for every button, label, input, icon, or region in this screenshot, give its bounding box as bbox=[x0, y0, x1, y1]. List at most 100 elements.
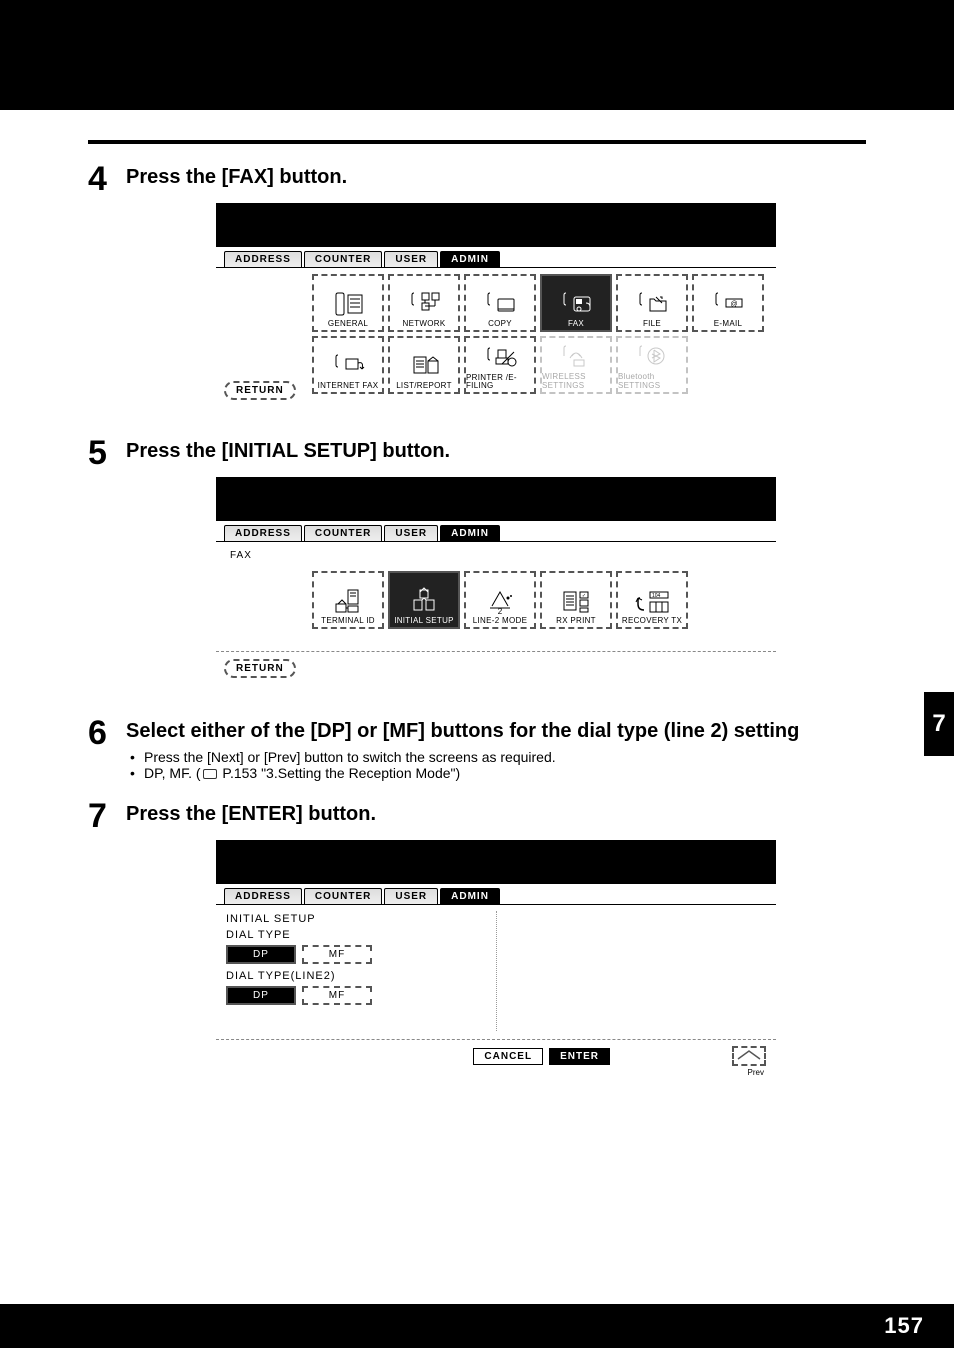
book-icon bbox=[203, 769, 217, 779]
tab-address-3[interactable]: ADDRESS bbox=[224, 888, 302, 904]
section-divider bbox=[88, 140, 866, 144]
return-button-2[interactable]: RETURN bbox=[224, 659, 296, 678]
svg-text:2: 2 bbox=[498, 607, 503, 616]
step-6-number: 6 bbox=[88, 716, 126, 750]
initial-setup-label: INITIAL SETUP bbox=[394, 616, 454, 625]
copy-icon bbox=[480, 289, 520, 319]
line2-mode-icon: 2 bbox=[480, 586, 520, 616]
tab-admin-3[interactable]: ADMIN bbox=[440, 888, 500, 904]
page-footer: 157 bbox=[0, 1304, 954, 1348]
screenshot-admin-menu: ADDRESS COUNTER USER ADMIN GENERAL bbox=[216, 203, 776, 404]
copy-button[interactable]: COPY bbox=[464, 274, 536, 332]
wireless-icon bbox=[556, 342, 596, 372]
bullet-dot: • bbox=[130, 765, 144, 781]
network-label: NETWORK bbox=[403, 319, 446, 328]
printer-efiling-button[interactable]: PRINTER /E-FILING bbox=[464, 336, 536, 394]
fax-icon bbox=[556, 289, 596, 319]
line2-mode-label: LINE-2 MODE bbox=[473, 616, 527, 625]
internet-fax-icon bbox=[328, 351, 368, 381]
network-icon bbox=[404, 289, 444, 319]
rx-print-icon: ✓ bbox=[556, 586, 596, 616]
svg-text:✓: ✓ bbox=[582, 593, 586, 599]
dial-type-dp-button[interactable]: DP bbox=[226, 945, 296, 964]
tab-counter-2[interactable]: COUNTER bbox=[304, 525, 382, 541]
terminal-id-label: TERMINAL ID bbox=[321, 616, 375, 625]
dial-type-line2-mf-button[interactable]: MF bbox=[302, 986, 372, 1005]
initial-setup-header: INITIAL SETUP bbox=[226, 913, 496, 925]
step-5: 5 Press the [INITIAL SETUP] button. ADDR… bbox=[88, 436, 866, 690]
bluetooth-icon bbox=[632, 342, 672, 372]
bluetooth-settings-button[interactable]: Bluetooth SETTINGS bbox=[616, 336, 688, 394]
step-5-title: Press the [INITIAL SETUP] button. bbox=[126, 440, 866, 463]
rx-print-label: RX PRINT bbox=[556, 616, 596, 625]
step-5-number: 5 bbox=[88, 436, 126, 470]
dial-type-line2-dp-button[interactable]: DP bbox=[226, 986, 296, 1005]
terminal-id-button[interactable]: TERMINAL ID bbox=[312, 571, 384, 629]
page-number: 157 bbox=[884, 1313, 924, 1339]
internet-fax-label: INTERNET FAX bbox=[318, 381, 379, 390]
terminal-id-icon bbox=[328, 586, 368, 616]
list-report-button[interactable]: LIST/REPORT bbox=[388, 336, 460, 394]
tab-admin-2[interactable]: ADMIN bbox=[440, 525, 500, 541]
copy-label: COPY bbox=[488, 319, 512, 328]
email-button[interactable]: @ E-MAIL bbox=[692, 274, 764, 332]
tab-address-2[interactable]: ADDRESS bbox=[224, 525, 302, 541]
bullet-dot: • bbox=[130, 749, 144, 765]
screenshot-initial-setup: ADDRESS COUNTER USER ADMIN INITIAL SETUP… bbox=[216, 840, 776, 1081]
initial-setup-button[interactable]: INITIAL SETUP bbox=[388, 571, 460, 629]
file-label: FILE bbox=[643, 319, 661, 328]
fax-breadcrumb: FAX bbox=[230, 550, 770, 561]
prev-label: Prev bbox=[216, 1068, 776, 1081]
cancel-button[interactable]: CANCEL bbox=[473, 1048, 543, 1065]
general-button[interactable]: GENERAL bbox=[312, 274, 384, 332]
file-icon bbox=[632, 289, 672, 319]
step-7-title: Press the [ENTER] button. bbox=[126, 803, 866, 826]
step-4-title: Press the [FAX] button. bbox=[126, 166, 866, 189]
fax-button[interactable]: FAX bbox=[540, 274, 612, 332]
recovery-tx-icon: 104 bbox=[632, 586, 672, 616]
list-report-icon bbox=[404, 351, 444, 381]
recovery-tx-label: RECOVERY TX bbox=[622, 616, 682, 625]
line2-mode-button[interactable]: 2 LINE-2 MODE bbox=[464, 571, 536, 629]
dial-type-mf-button[interactable]: MF bbox=[302, 945, 372, 964]
fax-label: FAX bbox=[568, 319, 584, 328]
prev-page-button[interactable] bbox=[732, 1046, 766, 1066]
step-4: 4 Press the [FAX] button. ADDRESS COUNTE… bbox=[88, 162, 866, 410]
tab-user[interactable]: USER bbox=[384, 251, 438, 267]
dial-type-label: DIAL TYPE bbox=[226, 929, 496, 941]
wireless-settings-button[interactable]: WIRELESS SETTINGS bbox=[540, 336, 612, 394]
wireless-label: WIRELESS SETTINGS bbox=[542, 372, 610, 390]
email-icon: @ bbox=[708, 289, 748, 319]
step-6-bullet-1: Press the [Next] or [Prev] button to swi… bbox=[144, 749, 556, 765]
return-button[interactable]: RETURN bbox=[224, 381, 296, 400]
file-button[interactable]: FILE bbox=[616, 274, 688, 332]
dial-type-line2-label: DIAL TYPE(LINE2) bbox=[226, 970, 496, 982]
screenshot-fax-menu: ADDRESS COUNTER USER ADMIN FAX TERMINAL … bbox=[216, 477, 776, 684]
rx-print-button[interactable]: ✓ RX PRINT bbox=[540, 571, 612, 629]
printer-efiling-label: PRINTER /E-FILING bbox=[466, 374, 534, 390]
general-label: GENERAL bbox=[328, 319, 368, 328]
network-button[interactable]: NETWORK bbox=[388, 274, 460, 332]
general-icon bbox=[328, 289, 368, 319]
tab-user-3[interactable]: USER bbox=[384, 888, 438, 904]
step-6: 6 Select either of the [DP] or [MF] butt… bbox=[88, 716, 866, 781]
enter-button[interactable]: ENTER bbox=[549, 1048, 610, 1065]
email-label: E-MAIL bbox=[714, 319, 742, 328]
tab-counter-3[interactable]: COUNTER bbox=[304, 888, 382, 904]
tab-address[interactable]: ADDRESS bbox=[224, 251, 302, 267]
step-7-number: 7 bbox=[88, 799, 126, 833]
tab-user-2[interactable]: USER bbox=[384, 525, 438, 541]
step-6-bullet-2b: P.153 "3.Setting the Reception Mode") bbox=[219, 765, 461, 781]
tab-admin[interactable]: ADMIN bbox=[440, 251, 500, 267]
chapter-side-tab: 7 bbox=[924, 692, 954, 756]
svg-text:@: @ bbox=[730, 301, 737, 308]
step-7: 7 Press the [ENTER] button. ADDRESS COUN… bbox=[88, 799, 866, 1087]
top-black-band bbox=[0, 0, 954, 110]
list-report-label: LIST/REPORT bbox=[396, 381, 452, 390]
step-6-title: Select either of the [DP] or [MF] button… bbox=[126, 720, 866, 743]
step-6-bullet-2a: DP, MF. ( bbox=[144, 765, 201, 781]
internet-fax-button[interactable]: INTERNET FAX bbox=[312, 336, 384, 394]
step-4-number: 4 bbox=[88, 162, 126, 196]
tab-counter[interactable]: COUNTER bbox=[304, 251, 382, 267]
recovery-tx-button[interactable]: 104 RECOVERY TX bbox=[616, 571, 688, 629]
